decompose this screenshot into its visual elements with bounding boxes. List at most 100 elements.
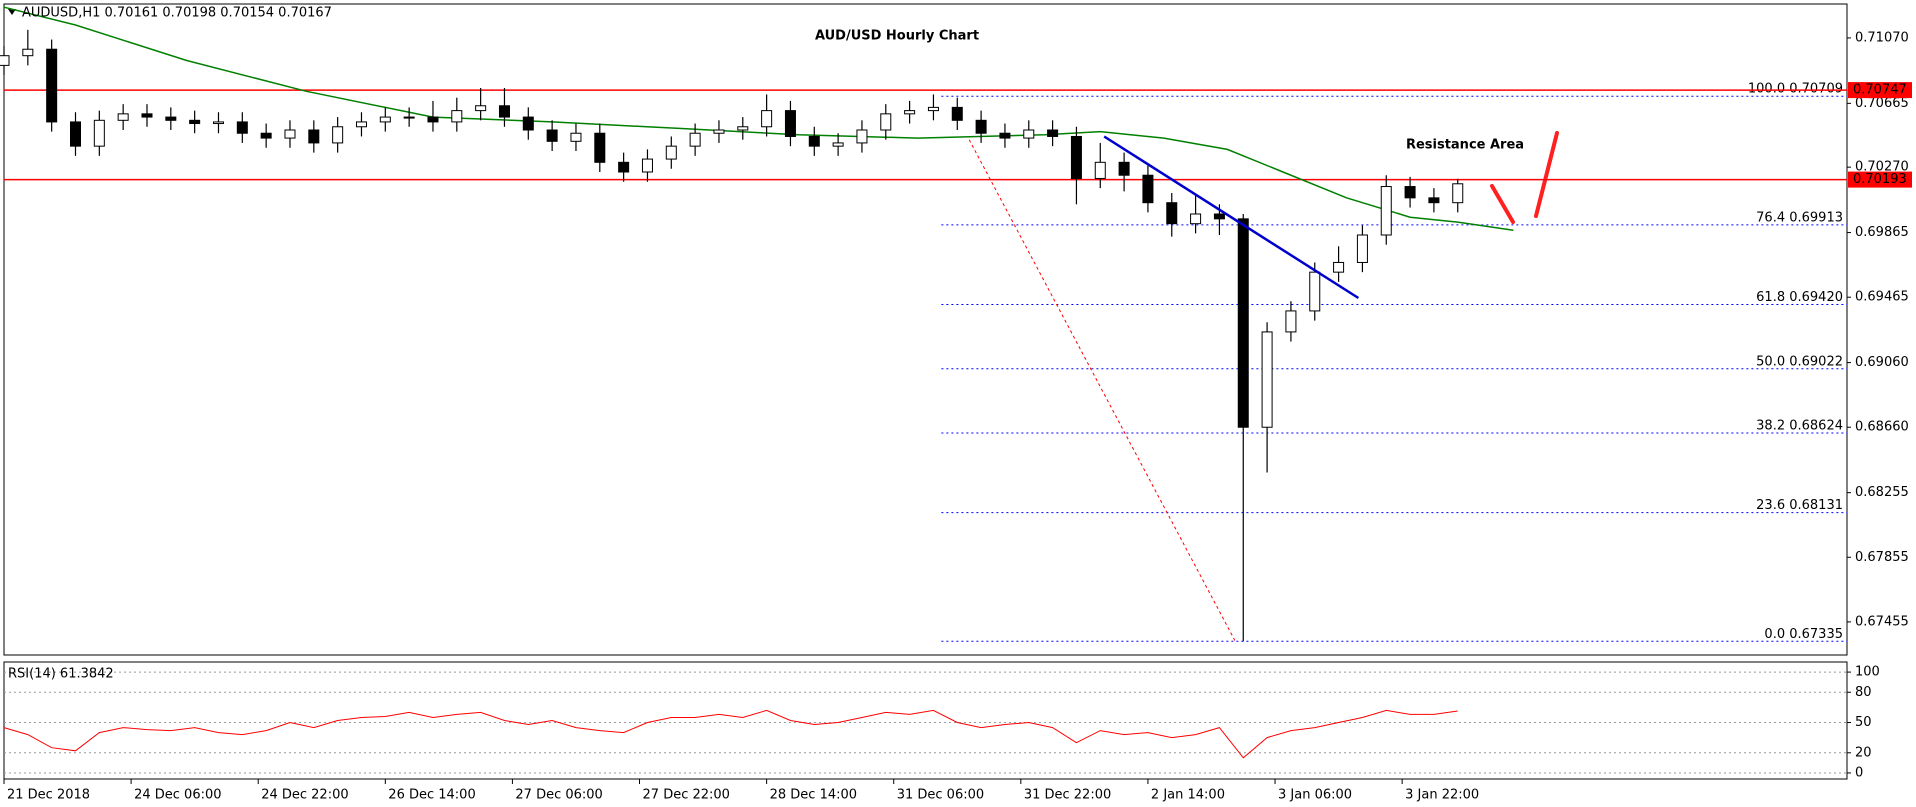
x-tick-label: 27 Dec 22:00 xyxy=(643,788,730,803)
candle-body xyxy=(403,116,415,119)
candle-body xyxy=(1428,197,1440,204)
candle-body xyxy=(1047,129,1059,137)
candle-body xyxy=(475,105,487,112)
candle-body xyxy=(975,119,987,134)
candle-body xyxy=(1452,183,1464,204)
candle-body xyxy=(260,132,272,139)
candle-body xyxy=(665,145,677,160)
fib-label: 23.6 0.68131 xyxy=(1756,498,1843,513)
y-tick-label: 50 xyxy=(1855,715,1872,730)
candle-body xyxy=(951,106,963,121)
candle-body xyxy=(784,110,796,137)
candle-body xyxy=(880,113,892,131)
x-tick-label: 2 Jan 14:00 xyxy=(1151,788,1225,803)
candle-body xyxy=(546,129,558,142)
candle-body xyxy=(93,119,105,147)
x-tick-label: 31 Dec 22:00 xyxy=(1024,788,1111,803)
price-tag-label: 0.70193 xyxy=(1853,172,1907,187)
y-tick-label: 0.68255 xyxy=(1855,485,1909,500)
arrow-down xyxy=(1490,184,1515,224)
y-tick-label: 0.69060 xyxy=(1855,355,1909,370)
arrow-up xyxy=(1534,131,1559,218)
y-tick-label: 0.70665 xyxy=(1855,96,1909,111)
rsi-pane xyxy=(3,661,1848,780)
x-tick-label: 3 Jan 22:00 xyxy=(1405,788,1479,803)
y-tick-label: 0.70270 xyxy=(1855,160,1909,175)
candle-body xyxy=(69,121,82,147)
main-pane xyxy=(3,3,1848,656)
candle-body xyxy=(1309,271,1321,312)
y-tick-label: 0 xyxy=(1855,765,1863,780)
y-tick-label: 0.69865 xyxy=(1855,225,1909,240)
x-tick-label: 26 Dec 14:00 xyxy=(388,788,475,803)
candle-body xyxy=(1213,213,1225,220)
y-tick-label: 0.68660 xyxy=(1855,420,1909,435)
trendline xyxy=(1103,135,1360,300)
price-tag-label: 0.70747 xyxy=(1853,83,1907,98)
candle-body xyxy=(856,129,868,144)
candle-body xyxy=(641,158,653,173)
candle-body xyxy=(927,106,939,112)
candle-body xyxy=(808,135,820,147)
y-tick-label: 20 xyxy=(1855,745,1872,760)
candle-body xyxy=(189,119,201,125)
candle-body xyxy=(427,116,439,123)
candle-body xyxy=(165,116,177,121)
candle-body xyxy=(594,132,606,163)
x-tick-label: 24 Dec 06:00 xyxy=(134,788,221,803)
candle-body xyxy=(1190,213,1202,225)
candle-body xyxy=(689,132,701,147)
annotation: Resistance Area xyxy=(1406,138,1524,153)
candle-body xyxy=(522,116,534,131)
candle-body xyxy=(0,55,10,66)
candle-body xyxy=(117,113,129,121)
x-tick-label: 21 Dec 2018 xyxy=(7,788,90,803)
candle-body xyxy=(904,110,916,115)
candle-body xyxy=(141,113,153,118)
rsi-line xyxy=(3,709,1458,759)
rsi-title: RSI(14) 61.3842 xyxy=(8,667,114,682)
candle-body xyxy=(618,161,630,173)
candle-body xyxy=(498,105,510,118)
fib-label: 0.0 0.67335 xyxy=(1764,627,1843,642)
candle-body xyxy=(46,48,58,123)
fib-label: 76.4 0.69913 xyxy=(1756,210,1843,225)
fib-label: 50.0 0.69022 xyxy=(1756,354,1843,369)
fib-label: 100.0 0.70709 xyxy=(1748,82,1843,97)
candle-body xyxy=(1023,129,1035,139)
chart-title: AUD/USD Hourly Chart xyxy=(815,29,979,44)
candle-body xyxy=(1237,218,1249,428)
candle-body xyxy=(1118,161,1130,176)
price-tag xyxy=(1848,171,1912,188)
symbol-info: AUDUSD,H1 0.70161 0.70198 0.70154 0.7016… xyxy=(22,6,332,21)
x-tick-label: 3 Jan 06:00 xyxy=(1278,788,1352,803)
menu-triangle xyxy=(8,9,16,15)
candle-body xyxy=(1070,135,1082,179)
candle-body xyxy=(1142,174,1154,204)
candle-body xyxy=(1380,186,1392,236)
candle-body xyxy=(1333,261,1345,273)
candle-body xyxy=(832,142,844,147)
fib-label: 38.2 0.68624 xyxy=(1756,419,1843,434)
candle-body xyxy=(1261,331,1273,428)
candle-body xyxy=(737,126,749,131)
candle-body xyxy=(355,121,367,128)
candle-body xyxy=(284,129,296,139)
candle-body xyxy=(1094,161,1106,179)
price-tag xyxy=(1848,82,1912,99)
candle-body xyxy=(999,132,1011,139)
candle-body xyxy=(379,116,391,123)
y-tick-label: 0.67455 xyxy=(1855,614,1909,629)
y-tick-label: 100 xyxy=(1855,665,1880,680)
x-tick-label: 28 Dec 14:00 xyxy=(770,788,857,803)
candle-body xyxy=(451,110,463,123)
candle-body xyxy=(1285,310,1297,333)
y-tick-label: 80 xyxy=(1855,685,1872,700)
candle-body xyxy=(308,129,320,144)
y-tick-label: 0.71070 xyxy=(1855,30,1909,45)
fib-anchor-line xyxy=(968,139,1236,642)
candle-body xyxy=(1166,202,1178,225)
candle-body xyxy=(1404,186,1416,199)
